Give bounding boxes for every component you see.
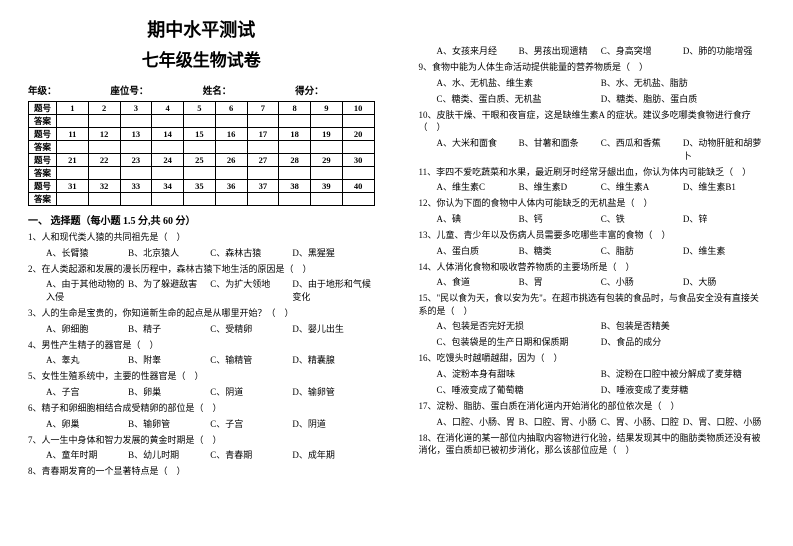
q13-opts: A、蛋白质B、糖类C、脂肪D、维生素 [437, 244, 766, 257]
q12: 12、你认为下面的食物中人体内可能缺乏的无机盐是（ ） [419, 197, 766, 210]
q12-opts: A、碘B、钙C、铁D、锌 [437, 212, 766, 225]
q13: 13、儿童、青少年以及伤病人员需要多吃哪些丰富的食物（ ） [419, 229, 766, 242]
section-heading: 一、 选择题（每小题 1.5 分,共 60 分） [28, 212, 375, 227]
q14-opts: A、食道B、胃C、小肠D、大肠 [437, 275, 766, 288]
q8-opts: A、女孩来月经B、男孩出现遗精C、身高突增D、肺的功能增强 [437, 44, 766, 57]
q6: 6、精子和卵细胞相结合成受精卵的部位是（ ） [28, 402, 375, 415]
answer-grid: 题号12345678910 答案 题号11121314151617181920 … [28, 101, 375, 206]
q15-opts1: A、包装是否完好无损B、包装是否精美 [437, 319, 766, 332]
q4: 4、男性产生精子的器官是（ ） [28, 339, 375, 352]
q2-opts: A、由于其他动物的入侵B、为了躲避敌害C、为扩大领地D、由于地形和气候变化 [46, 277, 375, 303]
q4-opts: A、睾丸B、附睾C、输精管D、精囊腺 [46, 353, 375, 366]
q16: 16、吃馒头时越嚼越甜，因为（ ） [419, 352, 766, 365]
q11: 11、李四不爱吃蔬菜和水果，最近刷牙时经常牙龈出血，你认为体内可能缺乏（ ） [419, 166, 766, 179]
q15: 15、"民以食为天，食以安为先"。在超市挑选有包装的食品时，与食品安全没有直接关… [419, 292, 766, 317]
q10-opts: A、大米和面食B、甘薯和面条C、西瓜和香蕉D、动物肝脏和胡萝卜 [437, 136, 766, 162]
q7: 7、人一生中身体和智力发展的黄金时期是（ ） [28, 434, 375, 447]
q18: 18、在消化道的某一部位内抽取内容物进行化验，结果发现其中的脂肪类物质还没有被消… [419, 432, 766, 457]
q9-opts1: A、水、无机盐、维生素B、水、无机盐、脂肪 [437, 76, 766, 89]
q1-opts: A、长臂猿B、北京猿人C、森林古猿D、黑猩猩 [46, 246, 375, 259]
q17-opts: A、口腔、小肠、胃B、口腔、胃、小肠C、胃、小肠、口腔D、胃、口腔、小肠 [437, 415, 766, 428]
q9-opts2: C、糖类、蛋白质、无机盐D、糖类、脂肪、蛋白质 [437, 92, 766, 105]
q16-opts1: A、淀粉本身有甜味B、淀粉在口腔中被分解成了麦芽糖 [437, 367, 766, 380]
q14: 14、人体消化食物和吸收营养物质的主要场所是（ ） [419, 261, 766, 274]
q11-opts: A、维生素CB、维生素DC、维生素AD、维生素B1 [437, 180, 766, 193]
q6-opts: A、卵巢B、输卵管C、子宫D、阴道 [46, 417, 375, 430]
q5: 5、女性生殖系统中，主要的性器官是（ ） [28, 370, 375, 383]
q7-opts: A、童年时期B、幼儿时期C、青春期D、成年期 [46, 448, 375, 461]
title-main: 期中水平测试 [28, 16, 375, 42]
q3: 3、人的生命是宝贵的，你知道新生命的起点是从哪里开始？（ ） [28, 307, 375, 320]
q9: 9、食物中能为人体生命活动提供能量的营养物质是（ ） [419, 61, 766, 74]
q16-opts2: C、唾液变成了葡萄糖D、唾液变成了麦芽糖 [437, 383, 766, 396]
q17: 17、淀粉、脂肪、蛋白质在消化道内开始消化的部位依次是（ ） [419, 400, 766, 413]
q3-opts: A、卵细胞B、精子C、受精卵D、婴儿出生 [46, 322, 375, 335]
q8: 8、青春期发育的一个显著特点是（ ） [28, 465, 375, 478]
meta-line: 年级： 座位号： 姓名： 得分： [28, 83, 375, 97]
q15-opts2: C、包装袋是的生产日期和保质期D、食品的成分 [437, 335, 766, 348]
q1: 1、人和现代类人猿的共同祖先是（ ） [28, 231, 375, 244]
q5-opts: A、子宫B、卵巢C、阴道D、输卵管 [46, 385, 375, 398]
q10: 10、皮肤干燥、干眼和夜盲症，这是缺维生素A 的症状。建议多吃哪类食物进行食疗（… [419, 109, 766, 134]
title-sub: 七年级生物试卷 [28, 46, 375, 71]
q2: 2、在人类起源和发展的漫长历程中，森林古猿下地生活的原因是（ ） [28, 263, 375, 276]
